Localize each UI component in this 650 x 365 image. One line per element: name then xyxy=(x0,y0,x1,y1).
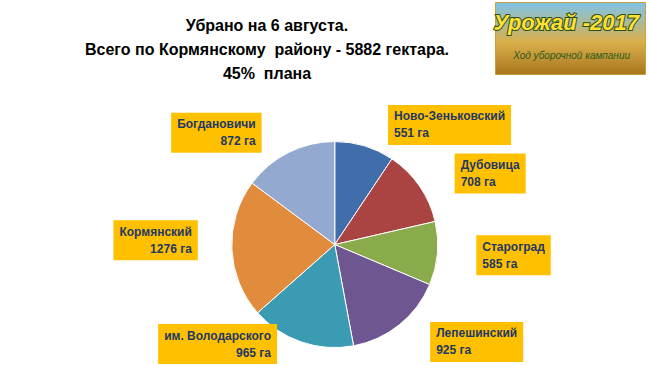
svg-text:551 га: 551 га xyxy=(394,126,429,140)
svg-text:им. Володарского: им. Володарского xyxy=(164,329,271,343)
svg-text:Лепешинский: Лепешинский xyxy=(436,326,517,340)
svg-text:Всего по Кормянскому району -: Всего по Кормянскому району - 5882 гекта… xyxy=(85,41,449,58)
svg-text:965 га: 965 га xyxy=(236,346,271,360)
svg-text:872 га: 872 га xyxy=(221,134,256,148)
svg-text:1276 га: 1276 га xyxy=(150,242,192,256)
svg-text:Дубовица: Дубовица xyxy=(461,158,520,172)
svg-text:Кормянский: Кормянский xyxy=(119,225,191,239)
svg-text:Староград: Староград xyxy=(482,240,545,254)
svg-text:925 га: 925 га xyxy=(436,343,471,357)
svg-text:45% плана: 45% плана xyxy=(223,65,311,82)
svg-text:Богдановичи: Богдановичи xyxy=(177,117,255,131)
svg-text:Убрано на 6 августа.: Убрано на 6 августа. xyxy=(186,17,348,34)
svg-text:585 га: 585 га xyxy=(482,257,517,271)
svg-text:Ход уборочной кампании: Ход уборочной кампании xyxy=(512,50,630,61)
svg-text:Ново-Зеньковский: Ново-Зеньковский xyxy=(394,109,505,123)
svg-text:Урожай -2017: Урожай -2017 xyxy=(494,10,641,35)
svg-text:708 га: 708 га xyxy=(461,175,496,189)
